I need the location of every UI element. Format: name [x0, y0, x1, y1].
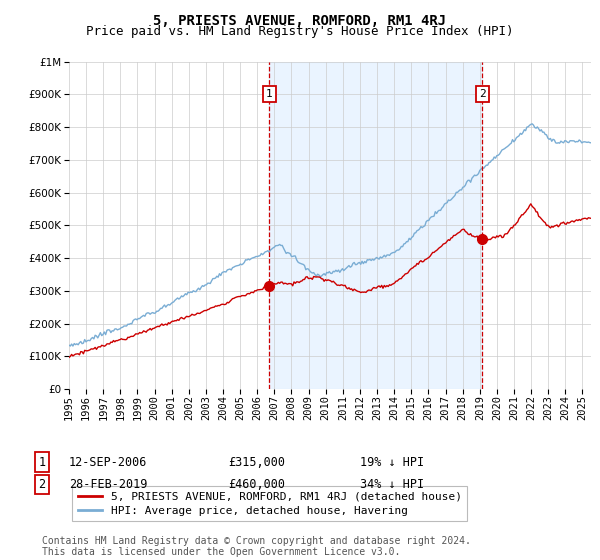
Legend: 5, PRIESTS AVENUE, ROMFORD, RM1 4RJ (detached house), HPI: Average price, detach: 5, PRIESTS AVENUE, ROMFORD, RM1 4RJ (det… [72, 486, 467, 521]
Text: 19% ↓ HPI: 19% ↓ HPI [360, 455, 424, 469]
Text: £460,000: £460,000 [228, 478, 285, 491]
Text: Contains HM Land Registry data © Crown copyright and database right 2024.
This d: Contains HM Land Registry data © Crown c… [42, 535, 471, 557]
Text: 1: 1 [38, 455, 46, 469]
Text: 2: 2 [38, 478, 46, 491]
Text: 28-FEB-2019: 28-FEB-2019 [69, 478, 148, 491]
Text: 2: 2 [479, 90, 485, 99]
Text: £315,000: £315,000 [228, 455, 285, 469]
Text: 34% ↓ HPI: 34% ↓ HPI [360, 478, 424, 491]
Text: 1: 1 [266, 90, 272, 99]
Text: 5, PRIESTS AVENUE, ROMFORD, RM1 4RJ: 5, PRIESTS AVENUE, ROMFORD, RM1 4RJ [154, 14, 446, 28]
Text: 12-SEP-2006: 12-SEP-2006 [69, 455, 148, 469]
Text: Price paid vs. HM Land Registry's House Price Index (HPI): Price paid vs. HM Land Registry's House … [86, 25, 514, 38]
Bar [269, 62, 482, 389]
